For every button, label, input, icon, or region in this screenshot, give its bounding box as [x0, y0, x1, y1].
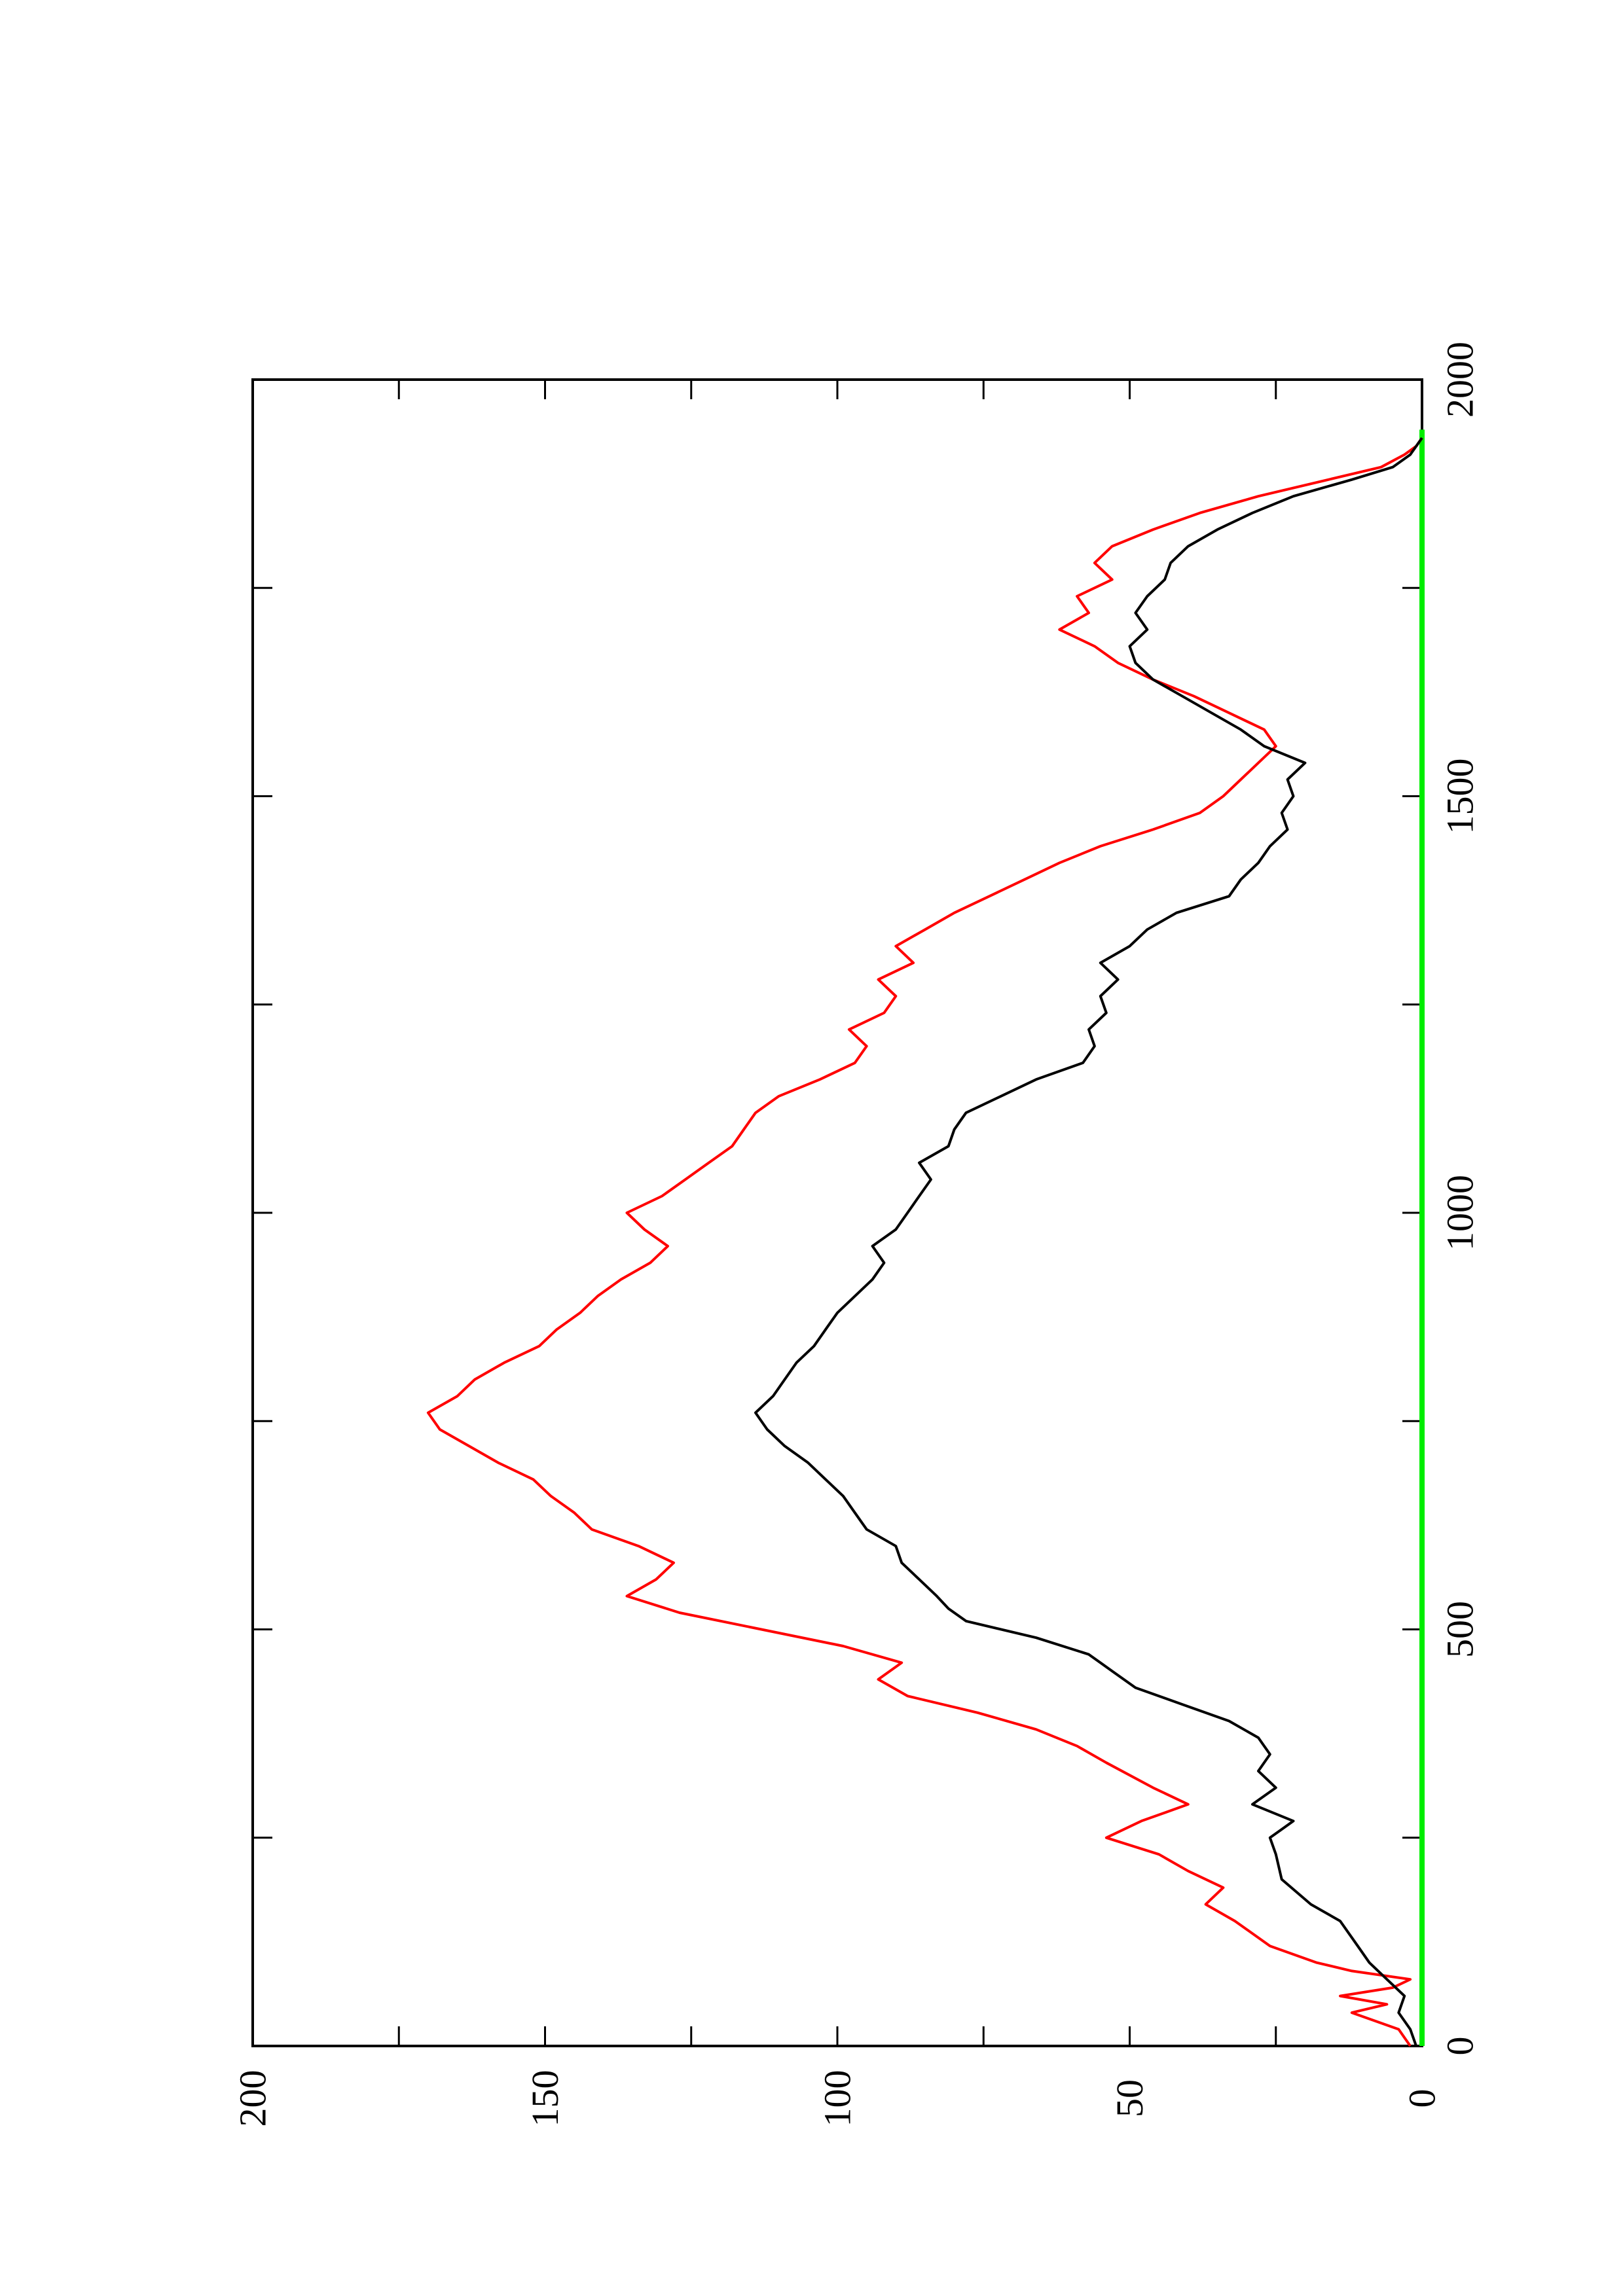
y-tick-label: 50 [1108, 2079, 1151, 2117]
y-tick-label: 100 [816, 2070, 859, 2127]
tick-marks [251, 378, 1423, 2047]
y-tick-label: 200 [232, 2070, 274, 2127]
series-lines [426, 429, 1425, 2047]
series-line-1 [754, 437, 1423, 2047]
y-tick-label: 0 [1401, 2089, 1444, 2108]
x-tick-label: 500 [1439, 1601, 1482, 1658]
x-tick-label: 1500 [1439, 759, 1482, 834]
x-tick-label: 0 [1439, 2037, 1482, 2056]
plot-frame [251, 378, 1423, 2047]
x-tick-label: 2000 [1439, 342, 1482, 418]
tick-labels: 0 500 1000 1500 2000 0 50 100 150 200 [232, 342, 1482, 2127]
series-line-0 [426, 437, 1423, 2047]
x-tick-label: 1000 [1439, 1175, 1482, 1251]
y-tick-label: 150 [524, 2070, 566, 2127]
